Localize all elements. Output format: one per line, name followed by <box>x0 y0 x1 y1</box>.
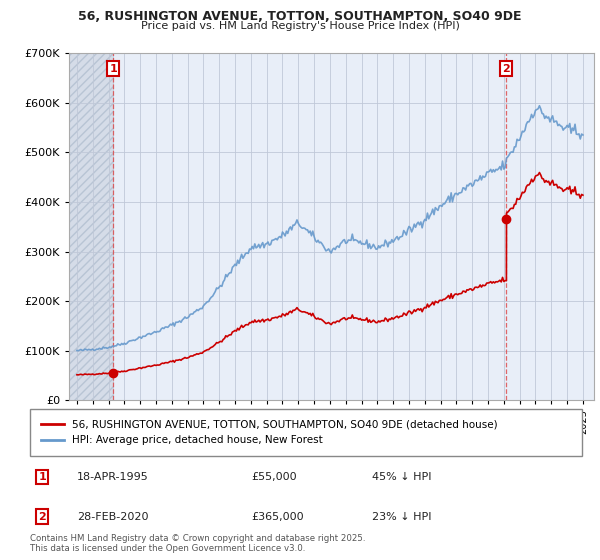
Text: 28-FEB-2020: 28-FEB-2020 <box>77 512 148 522</box>
Bar <box>69 53 113 400</box>
Text: 18-APR-1995: 18-APR-1995 <box>77 472 149 482</box>
Text: 23% ↓ HPI: 23% ↓ HPI <box>372 512 432 522</box>
Text: 45% ↓ HPI: 45% ↓ HPI <box>372 472 432 482</box>
Text: 1: 1 <box>109 64 117 73</box>
Text: 2: 2 <box>503 64 510 73</box>
Text: 2: 2 <box>38 512 46 522</box>
Text: Price paid vs. HM Land Registry's House Price Index (HPI): Price paid vs. HM Land Registry's House … <box>140 21 460 31</box>
Text: 56, RUSHINGTON AVENUE, TOTTON, SOUTHAMPTON, SO40 9DE: 56, RUSHINGTON AVENUE, TOTTON, SOUTHAMPT… <box>78 10 522 22</box>
Text: £365,000: £365,000 <box>251 512 304 522</box>
Text: £55,000: £55,000 <box>251 472 296 482</box>
Legend: 56, RUSHINGTON AVENUE, TOTTON, SOUTHAMPTON, SO40 9DE (detached house), HPI: Aver: 56, RUSHINGTON AVENUE, TOTTON, SOUTHAMPT… <box>41 420 497 445</box>
FancyBboxPatch shape <box>30 409 582 456</box>
Text: 1: 1 <box>38 472 46 482</box>
Text: Contains HM Land Registry data © Crown copyright and database right 2025.
This d: Contains HM Land Registry data © Crown c… <box>30 534 365 553</box>
